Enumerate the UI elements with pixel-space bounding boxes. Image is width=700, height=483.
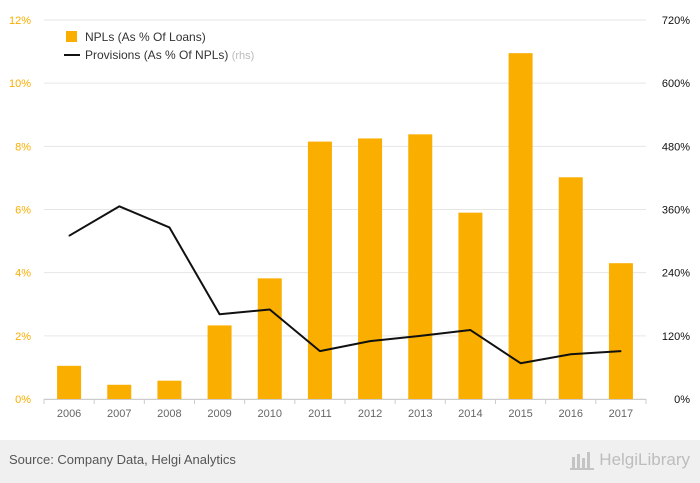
library-logo-icon [570,452,595,470]
bar [608,263,633,399]
y-right-tick-label: 720% [662,15,690,27]
y-right-tick-label: 0% [674,394,690,406]
bar [307,141,332,400]
x-tick-label: 2006 [57,408,81,420]
line-point [419,335,421,337]
legend-rhs-note: (rhs) [232,50,255,62]
x-tick-label: 2016 [559,408,583,420]
bar [508,53,533,399]
line-point [269,308,271,311]
bar [107,384,132,399]
x-tick-label: 2009 [207,408,231,420]
line-point [218,313,221,315]
line-point [469,329,472,331]
bar [157,380,182,399]
bar [408,134,433,399]
x-tick-label: 2013 [408,408,432,420]
line-point [570,353,572,355]
legend-swatch-npls [66,31,77,42]
brand[interactable]: HelgiLibrary [569,449,690,471]
bar [257,278,282,399]
x-tick-label: 2008 [157,408,181,420]
y-right-tick-label: 360% [662,205,690,217]
line-point [369,340,371,342]
y-left-tick-label: 4% [15,268,31,280]
bar [207,325,232,399]
chart: 0% 2% 4% 6% 8% 10% 12% 0% 120% 240% 360% 480% 600% 72… [9,15,690,420]
line-point [118,205,120,207]
legend-label-npls: NPLs (As % Of Loans) [85,30,206,44]
x-tick-label: 2017 [609,408,633,420]
provisions-line [68,205,621,365]
footer: Source: Company Data, Helgi Analytics He… [0,440,700,483]
brand-name: HelgiLibrary [599,450,690,469]
x-tick-label: 2015 [508,408,532,420]
y-left-tick-label: 2% [15,331,31,343]
line-point [168,226,171,228]
x-tick-label: 2010 [258,408,282,420]
x-tick-label: 2011 [308,408,332,420]
line-point [519,362,522,364]
line-point [319,350,321,352]
x-tick-label: 2012 [358,408,382,420]
y-left-tick-label: 10% [9,78,31,90]
y-right-tick-label: 480% [662,141,690,153]
y-left-tick-label: 12% [9,15,31,27]
bar [558,177,583,399]
y-left-tick-label: 0% [15,394,31,406]
legend-label-provisions: Provisions (As % Of NPLs) (rhs) [85,48,254,62]
y-left-tick-label: 8% [15,141,31,153]
x-tick-label: 2007 [107,408,131,420]
line-point [68,235,70,237]
y-right-tick-label: 240% [662,268,690,280]
bar [458,212,483,399]
source-note: Source: Company Data, Helgi Analytics [9,452,236,467]
y-right-tick-label: 120% [662,331,690,343]
bar [57,365,82,399]
y-right-tick-label: 600% [662,78,690,90]
y-left-tick-label: 6% [15,205,31,217]
bar [358,138,383,399]
line-point [620,350,622,352]
x-tick-label: 2014 [458,408,482,420]
